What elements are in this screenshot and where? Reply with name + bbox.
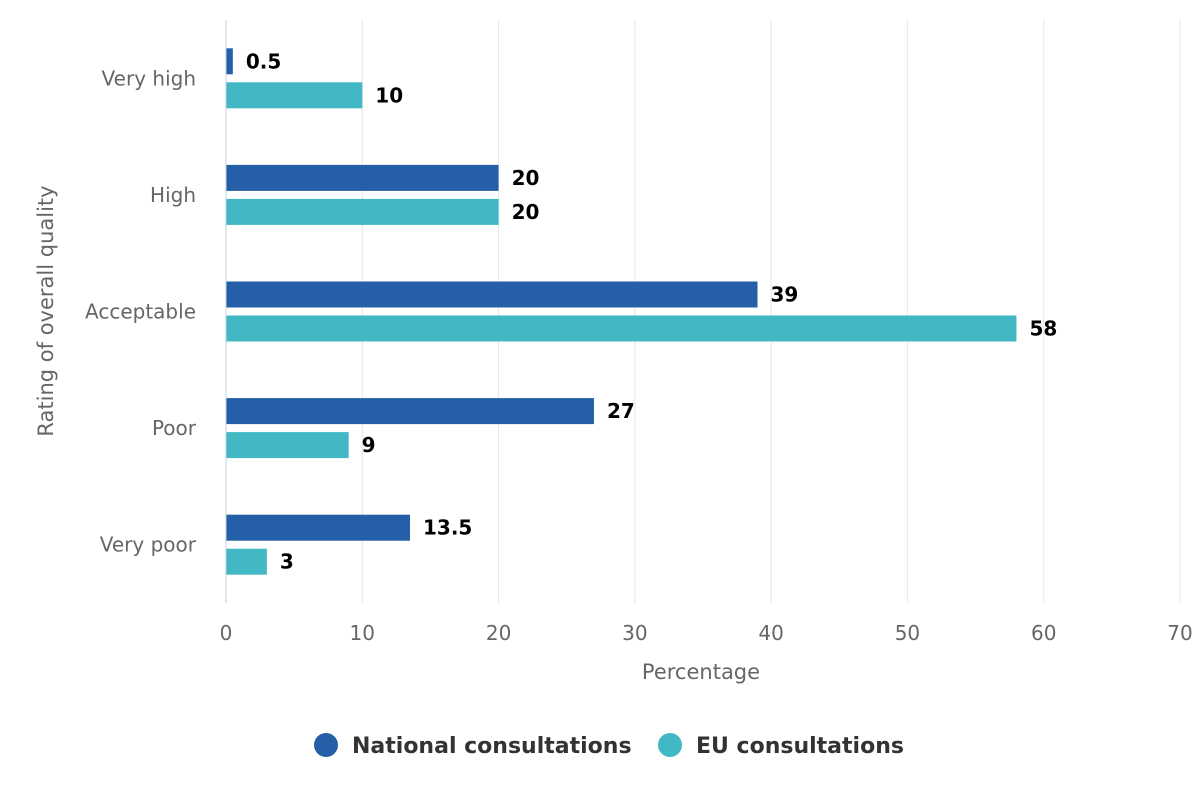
data-label: 13.5 (423, 516, 472, 540)
category-label: High (150, 183, 196, 207)
legend-label: EU consultations (696, 734, 904, 759)
data-label: 9 (362, 433, 376, 457)
legend-item-national[interactable]: National consultations (314, 733, 632, 759)
bar-eu-acceptable[interactable] (226, 315, 1017, 342)
category-label: Very poor (100, 533, 197, 557)
bar-eu-poor[interactable] (226, 432, 349, 459)
bar-national-high[interactable] (226, 164, 499, 191)
x-tick-label: 20 (486, 621, 511, 645)
data-label: 39 (771, 283, 799, 307)
data-label: 58 (1029, 317, 1057, 341)
x-tick-label: 0 (220, 621, 233, 645)
bar-national-acceptable[interactable] (226, 281, 758, 308)
data-label: 20 (512, 200, 540, 224)
data-labels: 0.5 10 20 20 39 58 27 9 13.5 3 (246, 49, 1057, 573)
legend-marker (314, 733, 338, 757)
category-label: Acceptable (85, 300, 196, 324)
bar-national-poor[interactable] (226, 398, 594, 425)
data-label: 10 (375, 83, 403, 107)
category-label: Poor (152, 416, 197, 440)
bar-eu-very-poor[interactable] (226, 548, 267, 575)
legend-marker (658, 733, 682, 757)
bar-national-very-high[interactable] (226, 48, 233, 75)
data-label: 20 (512, 166, 540, 190)
x-tick-label: 10 (350, 621, 375, 645)
x-tick-label: 50 (895, 621, 920, 645)
bars (226, 48, 1017, 575)
bar-eu-very-high[interactable] (226, 82, 363, 109)
x-tick-label: 60 (1031, 621, 1056, 645)
legend-label: National consultations (352, 734, 632, 759)
x-tick-label: 70 (1167, 621, 1192, 645)
legend[interactable]: National consultations EU consultations (314, 733, 904, 759)
data-label: 0.5 (246, 49, 281, 73)
legend-item-eu[interactable]: EU consultations (658, 733, 904, 759)
gridlines (361, 20, 1181, 603)
axes: 0 10 20 30 40 50 60 70 Very high High Acceptable Po… (34, 20, 1193, 684)
x-axis-title: Percentage (642, 660, 760, 684)
bar-eu-high[interactable] (226, 198, 499, 225)
bar-national-very-poor[interactable] (226, 514, 410, 541)
data-label: 27 (607, 399, 635, 423)
x-tick-label: 30 (622, 621, 647, 645)
data-label: 3 (280, 550, 294, 574)
y-axis-title: Rating of overall quality (34, 185, 58, 436)
x-tick-label: 40 (758, 621, 783, 645)
category-label: Very high (102, 66, 196, 90)
